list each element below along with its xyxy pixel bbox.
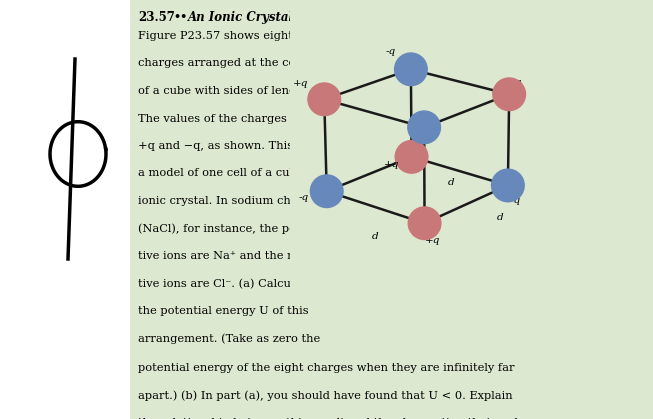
Text: ionic crystal. In sodium chloride: ionic crystal. In sodium chloride — [138, 196, 325, 206]
Text: 23.57: 23.57 — [138, 11, 175, 24]
Text: Figure P23.57 shows eight point: Figure P23.57 shows eight point — [138, 31, 326, 41]
Text: The values of the charges are: The values of the charges are — [138, 114, 310, 124]
Text: +q and −q, as shown. This is: +q and −q, as shown. This is — [138, 141, 306, 151]
Text: tive ions are Na⁺ and the nega-: tive ions are Na⁺ and the nega- — [138, 251, 319, 261]
Text: (NaCl), for instance, the posi-: (NaCl), for instance, the posi- — [138, 223, 310, 234]
Text: P23.57: P23.57 — [425, 11, 471, 24]
Text: the relationship between this result and the observation that such: the relationship between this result and… — [138, 418, 522, 419]
Text: charges arranged at the corners: charges arranged at the corners — [138, 59, 326, 68]
Text: a model of one cell of a cubic: a model of one cell of a cubic — [138, 168, 307, 178]
Text: apart.) (b) In part (a), you should have found that U < 0. Explain: apart.) (b) In part (a), you should have… — [138, 391, 513, 401]
Text: Figure: Figure — [390, 11, 434, 24]
Bar — [130, 0, 653, 419]
Text: potential energy of the eight charges when they are infinitely far: potential energy of the eight charges wh… — [138, 363, 515, 373]
Bar — [0, 0, 130, 419]
Text: arrangement. (Take as zero the: arrangement. (Take as zero the — [138, 334, 320, 344]
Text: ••: •• — [173, 11, 187, 22]
Text: the potential energy U of this: the potential energy U of this — [138, 306, 309, 316]
Text: tive ions are Cl⁻. (a) Calculate: tive ions are Cl⁻. (a) Calculate — [138, 279, 313, 289]
Text: An Ionic Crystal.: An Ionic Crystal. — [188, 11, 298, 24]
Text: of a cube with sides of length d.: of a cube with sides of length d. — [138, 86, 323, 96]
